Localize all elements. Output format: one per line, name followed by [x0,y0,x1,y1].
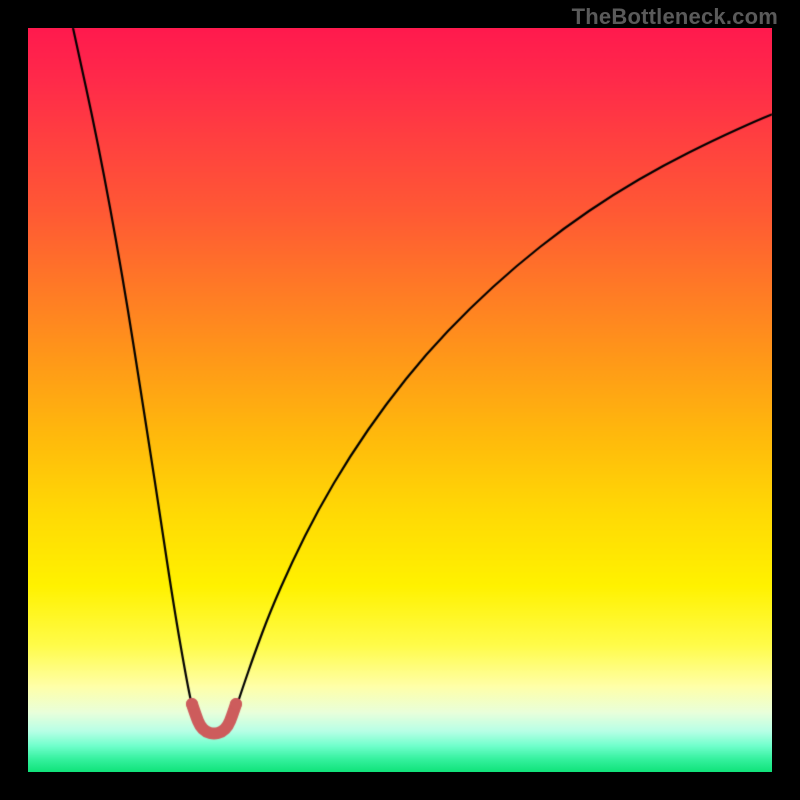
watermark-text: TheBottleneck.com [572,4,778,30]
plot-curve [0,0,800,800]
stage: TheBottleneck.com [0,0,800,800]
